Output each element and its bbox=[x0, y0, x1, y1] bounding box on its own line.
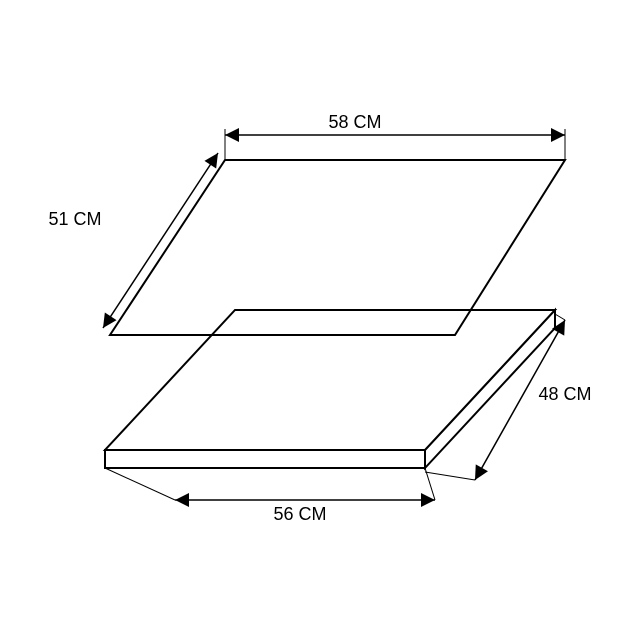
dimension-label: 58 CM bbox=[328, 112, 381, 132]
dimension-label: 56 CM bbox=[273, 504, 326, 524]
dimension-label: 48 CM bbox=[538, 384, 591, 404]
dimension-diagram: 58 CM 51 CM 56 CM 48 CM bbox=[0, 0, 640, 640]
dimension-label: 51 CM bbox=[48, 209, 101, 229]
